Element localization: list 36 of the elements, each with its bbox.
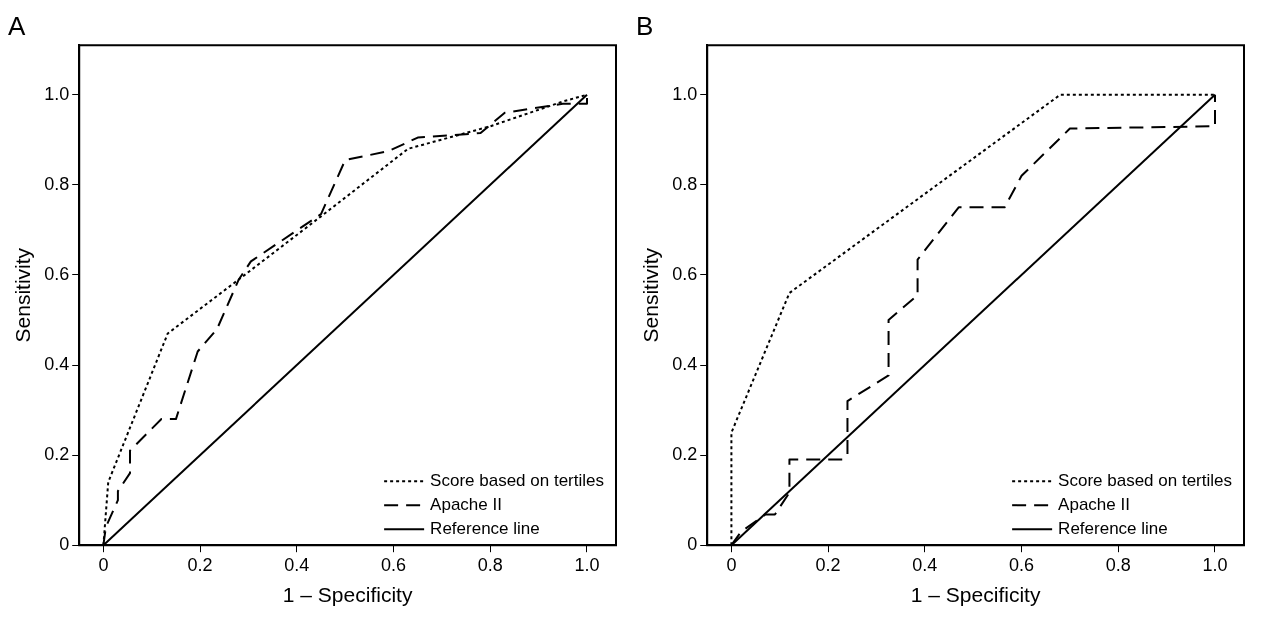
y-tick-label: 0.4 <box>44 353 70 374</box>
x-tick-label: 0 <box>726 554 737 575</box>
x-tick-label: 0.6 <box>1009 554 1035 575</box>
y-tick-label: 0.2 <box>672 444 698 465</box>
y-tick-label: 1.0 <box>672 83 698 104</box>
x-tick-label: 0 <box>98 554 109 575</box>
x-tick-label: 0.8 <box>477 554 503 575</box>
y-axis-title: Sensitivity <box>11 247 35 343</box>
x-axis-title: 1 – Specificity <box>282 583 413 607</box>
y-tick-label: 0.8 <box>44 173 70 194</box>
y-tick-label: 0.4 <box>672 353 698 374</box>
y-tick-label: 1.0 <box>44 83 70 104</box>
x-tick-label: 0.6 <box>381 554 407 575</box>
x-tick-label: 0.4 <box>284 554 310 575</box>
y-axis-title: Sensitivity <box>639 247 663 343</box>
x-tick-label: 0.2 <box>815 554 841 575</box>
x-tick-label: 0.4 <box>912 554 938 575</box>
x-tick-label: 1.0 <box>574 554 600 575</box>
x-tick-label: 0.8 <box>1105 554 1131 575</box>
y-tick-label: 0.8 <box>672 173 698 194</box>
chart-title: B <box>636 10 654 41</box>
y-tick-label: 0.6 <box>44 263 70 284</box>
legend-label: Apache II <box>1058 494 1130 514</box>
y-tick-label: 0.2 <box>44 444 70 465</box>
legend-label: Apache II <box>430 494 502 514</box>
x-tick-label: 0.2 <box>187 554 213 575</box>
legend-label: Reference line <box>430 518 540 538</box>
x-tick-label: 1.0 <box>1202 554 1228 575</box>
y-tick-label: 0 <box>687 534 698 555</box>
chart-title: A <box>8 10 26 41</box>
legend-label: Score based on tertiles <box>430 470 605 490</box>
y-tick-label: 0 <box>59 534 70 555</box>
y-tick-label: 0.6 <box>672 263 698 284</box>
legend-label: Score based on tertiles <box>1058 470 1233 490</box>
x-axis-title: 1 – Specificity <box>910 583 1041 607</box>
legend-label: Reference line <box>1058 518 1168 538</box>
